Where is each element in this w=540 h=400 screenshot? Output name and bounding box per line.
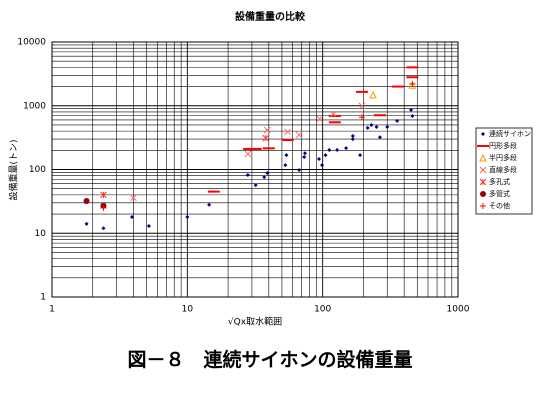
point xyxy=(327,148,332,153)
point xyxy=(377,135,382,140)
point xyxy=(83,198,90,205)
point xyxy=(385,124,390,129)
legend-swatch xyxy=(479,153,487,162)
point xyxy=(344,146,349,151)
legend-swatch xyxy=(479,166,487,174)
point xyxy=(316,115,324,123)
legend-label: 多孔式 xyxy=(489,177,510,186)
x-tick-label: 10 xyxy=(182,305,194,315)
point xyxy=(350,134,355,139)
legend-label: 多管式 xyxy=(489,189,510,198)
point xyxy=(84,221,89,226)
point xyxy=(100,191,107,199)
point xyxy=(358,102,366,110)
y-tick-label: 100 xyxy=(29,165,46,175)
legend-swatch xyxy=(479,178,487,186)
point xyxy=(317,157,322,162)
point xyxy=(130,194,137,202)
point xyxy=(297,168,302,173)
y-tick-label: 10000 xyxy=(17,38,46,48)
point xyxy=(265,171,270,176)
point xyxy=(100,204,107,211)
legend-label: その他 xyxy=(489,201,510,210)
legend-swatch xyxy=(481,132,485,136)
point xyxy=(263,126,271,134)
y-tick-label: 1000 xyxy=(23,101,46,111)
point xyxy=(262,175,267,180)
point xyxy=(374,124,379,129)
point xyxy=(101,226,106,231)
point xyxy=(295,131,303,139)
legend-label: 直線多段 xyxy=(489,165,517,174)
point xyxy=(284,153,289,158)
y-axis-label: 設備重量(トン) xyxy=(8,139,20,200)
point xyxy=(409,107,414,112)
point xyxy=(350,137,355,142)
point xyxy=(409,80,416,87)
point xyxy=(369,122,374,127)
point xyxy=(207,202,212,207)
point xyxy=(284,128,291,136)
point xyxy=(302,155,307,160)
x-tick-label: 100 xyxy=(314,305,331,315)
x-tick-label: 1000 xyxy=(447,305,470,315)
point xyxy=(323,153,328,158)
point xyxy=(129,214,134,219)
legend-swatch xyxy=(480,191,486,197)
y-tick-label: 1 xyxy=(40,293,46,303)
point xyxy=(185,214,190,219)
point xyxy=(408,81,417,89)
point xyxy=(244,150,252,158)
point xyxy=(410,114,415,119)
point xyxy=(262,134,270,142)
point xyxy=(253,183,258,188)
point xyxy=(358,153,363,158)
legend-label: 円形多段 xyxy=(489,141,517,150)
point xyxy=(358,114,365,121)
legend-box xyxy=(475,127,533,215)
point xyxy=(302,151,307,156)
caption: 図－８ 連続サイホンの設備重量 xyxy=(127,348,412,371)
legend-label: 連続サイホン xyxy=(489,129,531,138)
x-tick-label: 1 xyxy=(49,305,55,315)
point xyxy=(369,90,377,99)
chart-title: 設備重量の比較 xyxy=(235,10,306,23)
point xyxy=(395,118,400,123)
point xyxy=(320,163,325,168)
legend-label: 半円多段 xyxy=(489,153,517,162)
point xyxy=(146,223,151,228)
legend-swatch xyxy=(480,203,486,209)
x-axis-label: √Qx取水範囲 xyxy=(228,316,282,328)
point xyxy=(245,172,250,177)
point xyxy=(365,125,370,130)
point xyxy=(283,163,288,168)
point xyxy=(335,148,340,153)
point xyxy=(330,110,337,118)
y-tick-label: 10 xyxy=(35,229,47,239)
